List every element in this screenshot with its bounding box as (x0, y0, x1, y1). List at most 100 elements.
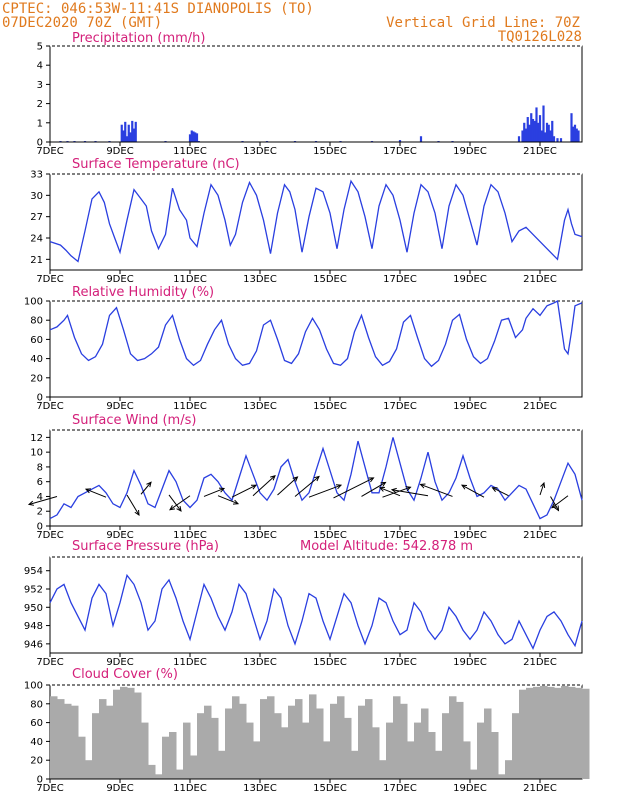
header-model: TQ0126L028 (498, 29, 582, 45)
wind-arrow-head (270, 474, 276, 481)
precip-bar (120, 124, 123, 142)
temp-xtick-label: 13DEC (243, 274, 277, 285)
temp-ytick-label: 21 (30, 255, 43, 266)
wind-arrow-head (491, 487, 498, 492)
wind-arrow-head (176, 505, 182, 512)
precip-xtick-label: 9DEC (106, 146, 133, 157)
cloud-bar (302, 722, 310, 779)
precip-ytick-label: 2 (37, 99, 43, 110)
temp-xtick-label: 21DEC (523, 274, 557, 285)
temp-ytick-label: 30 (30, 191, 43, 202)
pressure-panel: Surface Pressure (hPa) Model Altitude: 5… (24, 539, 583, 668)
wind-arrow-head (314, 475, 320, 482)
cloud-bar (288, 705, 296, 779)
precip-bar (542, 105, 545, 142)
precip-xtick-label: 15DEC (313, 146, 347, 157)
cloud-xtick-label: 17DEC (383, 783, 417, 794)
cloud-bar (428, 732, 436, 779)
cloud-bar (239, 703, 247, 779)
cloud-bar (330, 703, 338, 779)
precip-bar (131, 120, 134, 142)
wind-arrow-head (551, 503, 558, 509)
cloud-bar (470, 769, 478, 779)
precip-bar (540, 130, 543, 142)
cloud-bar (92, 713, 100, 779)
cloud-bar (379, 760, 387, 779)
cloud-bar (169, 732, 177, 779)
pres-xtick-label: 13DEC (243, 657, 277, 668)
wind-arrow-head (27, 500, 35, 506)
wind-arrow (168, 494, 182, 512)
rh-xtick-label: 15DEC (313, 401, 347, 412)
precip-bar (535, 107, 538, 142)
cloud-bar (316, 708, 324, 779)
rh-xtick-label: 19DEC (453, 401, 487, 412)
wind-arrow-head (292, 476, 299, 482)
wind-arrow (169, 495, 191, 511)
precip-xtick-label: 19DEC (453, 146, 487, 157)
cloud-bar (561, 685, 569, 779)
cloud-bar (134, 692, 142, 779)
precip-bar (195, 133, 199, 142)
cloud-bar (519, 689, 527, 779)
wind-arrow-head (554, 505, 560, 512)
cloud-bar (85, 760, 93, 779)
temp-xtick-label: 17DEC (383, 274, 417, 285)
precipitation-title: Precipitation (mm/h) (72, 31, 205, 46)
wind-arrow-head (84, 488, 92, 494)
cloud-bar (407, 741, 415, 779)
rh-xtick-label: 9DEC (106, 401, 133, 412)
precip-bar (194, 132, 197, 142)
cloud-bar (526, 687, 534, 779)
wind-ytick-label: 6 (37, 477, 43, 488)
cloud-bar (267, 696, 275, 779)
cloud-bar (190, 755, 198, 779)
rh-ytick-label: 60 (30, 335, 43, 346)
precip-bar (573, 124, 577, 142)
cloud-bar (568, 686, 576, 779)
cloud-bar (71, 705, 79, 779)
cloud-bar (274, 713, 282, 779)
temp-ytick-label: 33 (30, 170, 43, 181)
wind-xtick-label: 15DEC (313, 530, 347, 541)
cloud-bar (575, 687, 583, 779)
temperature-title: Surface Temperature (nC) (72, 157, 240, 172)
cloud-xtick-label: 13DEC (243, 783, 277, 794)
cloud-bar (211, 717, 219, 779)
temp-xtick-label: 9DEC (106, 274, 133, 285)
cloud-bar (512, 713, 520, 779)
cloud-bar (253, 741, 261, 779)
cloud-bar (449, 696, 457, 779)
cloud-bar (421, 708, 429, 779)
wind-arrow-head (405, 486, 412, 492)
cloud-xtick-label: 15DEC (313, 783, 347, 794)
wind-arrow (28, 495, 58, 505)
wind-arrow (551, 495, 569, 509)
cloud-bar (218, 750, 226, 779)
pres-xtick-label: 9DEC (106, 657, 133, 668)
wind-arrow (361, 482, 386, 497)
wind-arrow (461, 484, 485, 498)
wind-arrow (492, 487, 509, 497)
wind-arrow-head (390, 487, 397, 494)
wind-arrow-head (460, 484, 468, 490)
wind-arrow (252, 475, 276, 497)
cloud-cover-panel: Cloud Cover (%) 0 20 40 60 80 100 7DEC 9DEC 11DE… (24, 667, 590, 794)
wind-xtick-label: 7DEC (36, 530, 63, 541)
cloud-bar (554, 687, 562, 779)
temp-ytick-label: 27 (30, 212, 43, 223)
cloud-bar (477, 722, 485, 779)
cloud-bar (120, 686, 128, 779)
cloud-bar (323, 741, 331, 779)
precip-xtick-label: 7DEC (36, 146, 63, 157)
wind-arrow-head (134, 509, 140, 516)
cloud-bar (456, 701, 464, 779)
cloud-bar (64, 703, 72, 779)
cloud-bar (505, 760, 513, 779)
wind-ytick-label: 10 (30, 448, 43, 459)
wind-frame (49, 429, 583, 527)
cloud-bar (50, 696, 58, 779)
pres-ytick-label: 950 (24, 603, 43, 614)
cloud-ytick-label: 40 (30, 737, 43, 748)
precip-bar (124, 121, 127, 142)
